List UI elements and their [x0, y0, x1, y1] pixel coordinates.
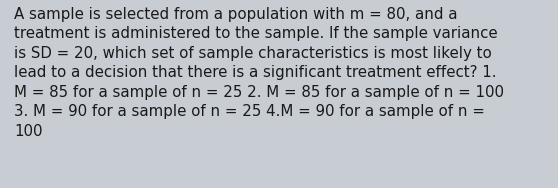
Text: A sample is selected from a population with m = 80, and a
treatment is administe: A sample is selected from a population w… [14, 7, 504, 139]
